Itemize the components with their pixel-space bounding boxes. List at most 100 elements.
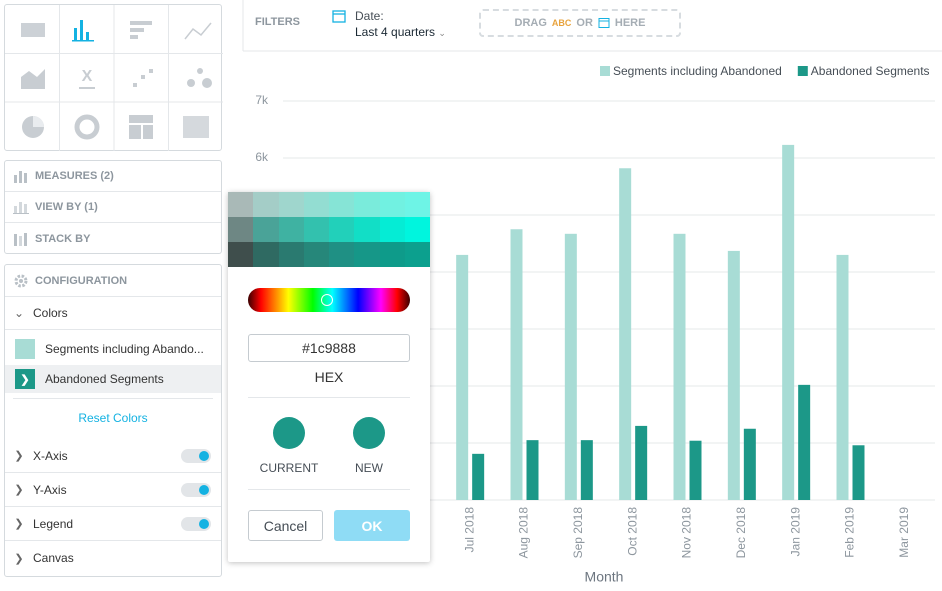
color-picker: #1c9888 HEX CURRENT NEW Cancel OK <box>228 192 430 562</box>
drop-here: HERE <box>614 17 646 29</box>
option-label: Y-Axis <box>33 482 67 497</box>
swatch[interactable] <box>228 192 254 217</box>
swatch[interactable] <box>404 217 430 242</box>
bar <box>782 144 795 500</box>
option-row[interactable]: ❯ Y-Axis <box>5 473 221 507</box>
hex-label: HEX <box>314 369 344 385</box>
date-value: Last 4 quarters ⌄ <box>355 25 446 39</box>
toggle-knob <box>199 485 209 495</box>
chart-type-picker: X <box>4 4 223 151</box>
swatch[interactable] <box>253 217 279 242</box>
swatch[interactable] <box>303 242 329 267</box>
bar <box>743 428 756 500</box>
column-icon[interactable] <box>72 20 94 42</box>
drop-zone[interactable]: DRAG ABC OR HERE <box>479 9 681 37</box>
y-tick-label: 7k <box>255 93 269 107</box>
ok-button[interactable]: OK <box>334 510 410 541</box>
bucket[interactable]: MEASURES (2) <box>5 161 221 192</box>
hue-slider[interactable] <box>248 288 410 312</box>
option-label: Legend <box>33 516 74 531</box>
date-filter[interactable]: Date: Last 4 quarters ⌄ <box>332 8 462 42</box>
headline-icon[interactable]: X <box>79 68 95 89</box>
swatch[interactable] <box>228 217 254 242</box>
bar <box>580 440 593 500</box>
line-icon[interactable] <box>184 22 212 40</box>
swatch[interactable] <box>253 242 279 267</box>
swatch[interactable] <box>379 217 405 242</box>
bar <box>472 453 485 500</box>
option-row[interactable]: ❯ X-Axis <box>5 439 221 473</box>
x-tick-label: Feb 2019 <box>843 507 857 558</box>
color-item-swatch <box>15 339 35 359</box>
hex-input[interactable]: #1c9888 <box>248 334 410 362</box>
swatch[interactable] <box>329 217 355 242</box>
swatch[interactable] <box>228 242 254 267</box>
configuration-header[interactable]: CONFIGURATION <box>5 265 221 297</box>
configuration-label: CONFIGURATION <box>35 274 128 287</box>
configuration-panel: CONFIGURATION ⌄ Colors Segments including… <box>4 264 222 577</box>
swatch[interactable] <box>278 217 304 242</box>
color-item[interactable]: ❯ Abandoned Segments <box>5 365 221 393</box>
reset-colors[interactable]: Reset Colors <box>78 411 148 425</box>
swatch[interactable] <box>354 192 380 217</box>
swatch[interactable] <box>404 242 430 267</box>
option-label: X-Axis <box>33 448 68 463</box>
swatch[interactable] <box>278 242 304 267</box>
toggle[interactable] <box>181 483 211 497</box>
table-icon[interactable] <box>21 23 45 37</box>
scatter-icon[interactable] <box>133 69 153 87</box>
bubble-icon[interactable] <box>187 68 212 88</box>
color-item[interactable]: Segments including Abando... <box>5 335 221 363</box>
bucket-label: STACK BY <box>35 232 91 245</box>
option-row[interactable]: ❯ Legend <box>5 507 221 541</box>
swatch[interactable] <box>253 192 279 217</box>
swatch[interactable] <box>404 192 430 217</box>
svg-text:X: X <box>82 68 93 85</box>
bucket[interactable]: VIEW BY (1) <box>5 192 221 223</box>
buckets: MEASURES (2) VIEW BY (1) STACK BY <box>4 160 222 254</box>
bucket[interactable]: STACK BY <box>5 223 221 254</box>
current-label: CURRENT <box>259 461 319 475</box>
swatch[interactable] <box>303 192 329 217</box>
swatch[interactable] <box>354 242 380 267</box>
option-row[interactable]: ❯ Canvas <box>5 541 221 575</box>
drop-or: OR <box>576 17 593 29</box>
swatch[interactable] <box>329 192 355 217</box>
color-item-swatch: ❯ <box>15 369 35 389</box>
swatch[interactable] <box>303 217 329 242</box>
x-tick-label: Jul 2018 <box>462 507 476 553</box>
bar <box>526 440 539 500</box>
donut-icon[interactable] <box>74 114 100 140</box>
heatmap-icon[interactable] <box>183 116 209 138</box>
x-tick-label: Nov 2018 <box>680 507 694 559</box>
divider <box>248 397 410 398</box>
swatch[interactable] <box>354 217 380 242</box>
toggle[interactable] <box>181 517 211 531</box>
swatch[interactable] <box>329 242 355 267</box>
x-tick-label: Oct 2018 <box>625 507 639 556</box>
cancel-button[interactable]: Cancel <box>248 510 323 541</box>
divider <box>13 398 213 399</box>
x-axis-title: Month <box>585 569 624 585</box>
date-value-text: Last 4 quarters <box>355 25 436 39</box>
swatch[interactable] <box>278 192 304 217</box>
date-icon <box>598 18 610 28</box>
drop-drag: DRAG <box>514 17 547 29</box>
new-color <box>353 417 385 449</box>
x-tick-label: Sep 2018 <box>571 507 585 559</box>
calendar-icon <box>332 10 346 23</box>
bar <box>456 254 469 500</box>
pie-icon[interactable] <box>22 116 44 138</box>
new-label: NEW <box>355 461 383 475</box>
hue-handle[interactable] <box>321 294 333 306</box>
toggle[interactable] <box>181 449 211 463</box>
swatch[interactable] <box>379 242 405 267</box>
bar-icon[interactable] <box>130 21 152 39</box>
chevron: ❯ <box>14 518 24 530</box>
treemap-icon[interactable] <box>129 115 153 139</box>
area-icon[interactable] <box>21 69 45 89</box>
colors-header[interactable]: ⌄ Colors <box>5 297 221 330</box>
bar <box>727 250 740 500</box>
swatch[interactable] <box>379 192 405 217</box>
